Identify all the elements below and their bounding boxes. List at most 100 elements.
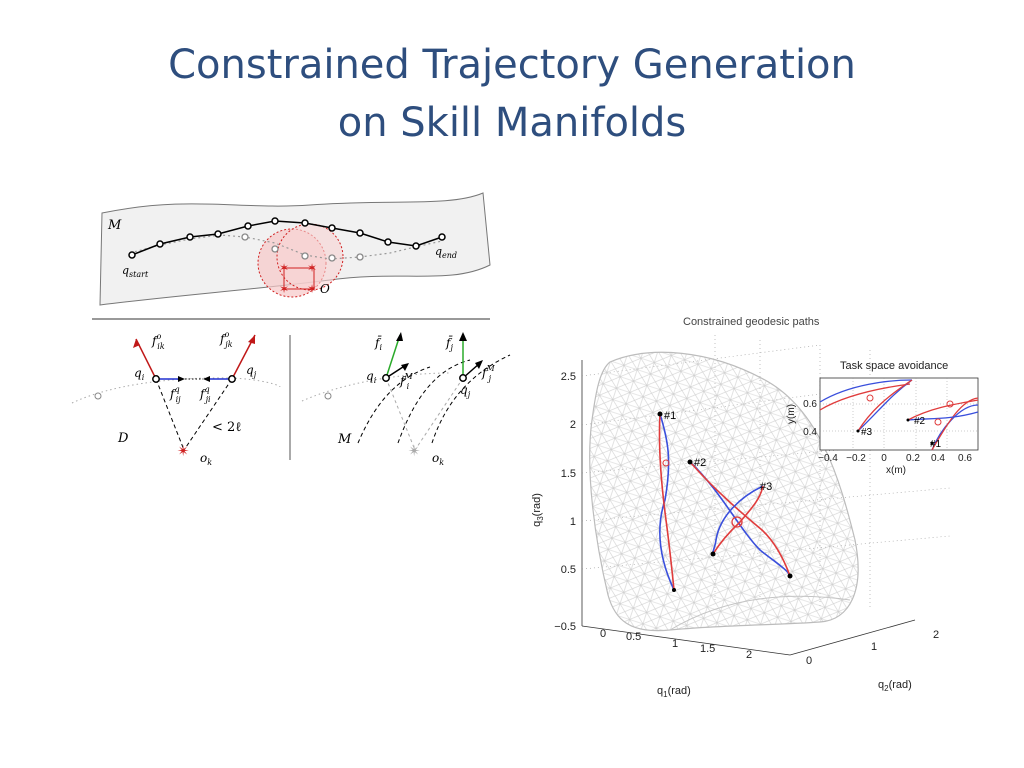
obstacle-circle-right	[276, 223, 344, 291]
path-3-start-marker	[710, 551, 716, 557]
inset-y-label: y(m)	[786, 404, 797, 424]
label-f-i-bar: f̄i	[374, 334, 382, 352]
label-f-jk: fo jk	[219, 330, 233, 349]
path-1-constrained	[658, 413, 675, 591]
svg-text:0.6: 0.6	[958, 453, 972, 464]
path-2-end-marker	[787, 573, 793, 579]
q-start-label: qstart	[122, 264, 149, 279]
obstacle-star-markers: ✶ ✶ ✶ ✶	[279, 261, 317, 296]
path-3-constrained	[712, 485, 764, 555]
svg-text:0.4: 0.4	[803, 427, 817, 438]
y-tick-labels: 0 1 2	[806, 629, 939, 667]
manifold-force-figure: M ✶ ✶ ✶ ✶ O qstart qend	[71, 192, 511, 467]
svg-text:✴: ✴	[408, 442, 421, 460]
inset-y-ticks: 0.6 0.4	[803, 399, 817, 438]
svg-text:1: 1	[672, 638, 678, 650]
q-end-label: qend	[435, 245, 457, 260]
svg-text:2.5: 2.5	[561, 371, 576, 383]
label-o-k-left: ok	[200, 451, 212, 467]
svg-text:0.6: 0.6	[803, 399, 817, 410]
y-axis-label: q2(rad)	[878, 679, 912, 693]
svg-text:−0.4: −0.4	[818, 453, 838, 464]
svg-text:0.5: 0.5	[626, 631, 641, 643]
path-1-end-marker	[672, 588, 676, 592]
path-3-unconstrained	[712, 485, 764, 555]
svg-text:1: 1	[871, 641, 877, 653]
label-f-ji: fq ji	[199, 385, 211, 404]
svg-text:2: 2	[933, 629, 939, 641]
x-tick-labels: 0 0.5 1 1.5 2	[600, 628, 752, 661]
svg-text:#3: #3	[861, 427, 873, 438]
svg-text:✶: ✶	[279, 261, 289, 275]
label-f-j-manifold: fM j	[481, 364, 495, 383]
svg-text:0.5: 0.5	[561, 564, 576, 576]
svg-text:#1: #1	[930, 439, 942, 450]
force-diagram-right: ✴	[301, 332, 511, 460]
original-path	[129, 234, 443, 260]
svg-text:#2: #2	[914, 416, 926, 427]
geodesic-plot-figure: Constrained geodesic paths #1 #2	[531, 316, 979, 699]
inset-x-ticks: −0.4 −0.2 0 0.2 0.4 0.6	[818, 453, 972, 464]
svg-text:0.2: 0.2	[906, 453, 920, 464]
path-3-label: #3	[760, 481, 772, 493]
task-space-inset: Task space avoidance #3 #2 #1 0.6 0.4	[786, 360, 979, 476]
label-q-i-left: qi	[134, 366, 145, 382]
label-q-i-right: qi	[366, 369, 377, 385]
label-M-right: M	[337, 432, 352, 447]
title-line-1: Constrained Trajectory Generation	[168, 42, 856, 88]
path-1-start-marker	[657, 411, 663, 417]
path-1-label: #1	[664, 410, 676, 422]
svg-text:2: 2	[570, 419, 576, 431]
label-o-k-right: ok	[432, 451, 444, 467]
z-axis-label: q3(rad)	[531, 493, 545, 527]
original-path-nodes	[241, 233, 364, 262]
path-3-group: #3	[710, 481, 772, 557]
inset-x-label: x(m)	[886, 465, 906, 476]
label-D: D	[117, 431, 129, 446]
obstacle-box	[283, 267, 315, 290]
deformed-path-nodes	[128, 217, 446, 259]
path-2-start-marker	[687, 459, 693, 465]
slide-title: Constrained Trajectory Generation on Ski…	[0, 36, 1024, 152]
path-1-group: #1	[657, 410, 676, 592]
manifold-label: M	[107, 218, 122, 233]
svg-text:0: 0	[806, 655, 812, 667]
path-2-constrained	[689, 461, 791, 577]
z-tick-labels: 2.5 2 1.5 1 0.5 −0.5	[554, 371, 576, 633]
svg-text:1.5: 1.5	[700, 643, 715, 655]
svg-text:−0.5: −0.5	[554, 621, 576, 633]
deformed-path	[131, 220, 443, 256]
path-1-obstacle-marker	[662, 459, 670, 467]
svg-text:1: 1	[570, 516, 576, 528]
svg-text:0: 0	[600, 628, 606, 640]
svg-text:1.5: 1.5	[561, 468, 576, 480]
force-diagram-left: ✴	[71, 334, 281, 460]
svg-text:✶: ✶	[307, 282, 317, 296]
label-f-ik: fo ik	[151, 332, 165, 351]
path-2-label: #2	[694, 457, 706, 469]
label-q-j-left: qj	[246, 363, 257, 379]
svg-text:0.4: 0.4	[931, 453, 945, 464]
inset-title: Task space avoidance	[840, 360, 948, 372]
title-line-2: on Skill Manifolds	[337, 100, 687, 146]
manifold-mesh-lower	[669, 595, 851, 631]
svg-text:✶: ✶	[279, 282, 289, 296]
label-f-i-manifold: fM i	[399, 372, 413, 391]
label-q-j-right: qj	[460, 383, 471, 399]
path-2-obstacle-marker	[731, 516, 743, 528]
obstacle-label: O	[320, 282, 330, 296]
svg-text:0: 0	[881, 453, 887, 464]
svg-text:✴: ✴	[177, 442, 190, 460]
svg-text:−0.2: −0.2	[846, 453, 866, 464]
svg-text:✶: ✶	[307, 261, 317, 275]
axes-box	[581, 360, 916, 656]
label-f-j-bar: f̄j	[445, 334, 453, 352]
inset-grid	[820, 378, 978, 450]
manifold-mesh	[589, 351, 859, 632]
svg-text:2: 2	[746, 649, 752, 661]
geodesic-plot-title: Constrained geodesic paths	[683, 316, 820, 328]
path-1-unconstrained	[659, 413, 675, 591]
label-distance: < 2ℓ	[212, 420, 242, 435]
label-f-ij: fq ij	[169, 385, 181, 404]
path-2-group: #2	[687, 457, 793, 579]
